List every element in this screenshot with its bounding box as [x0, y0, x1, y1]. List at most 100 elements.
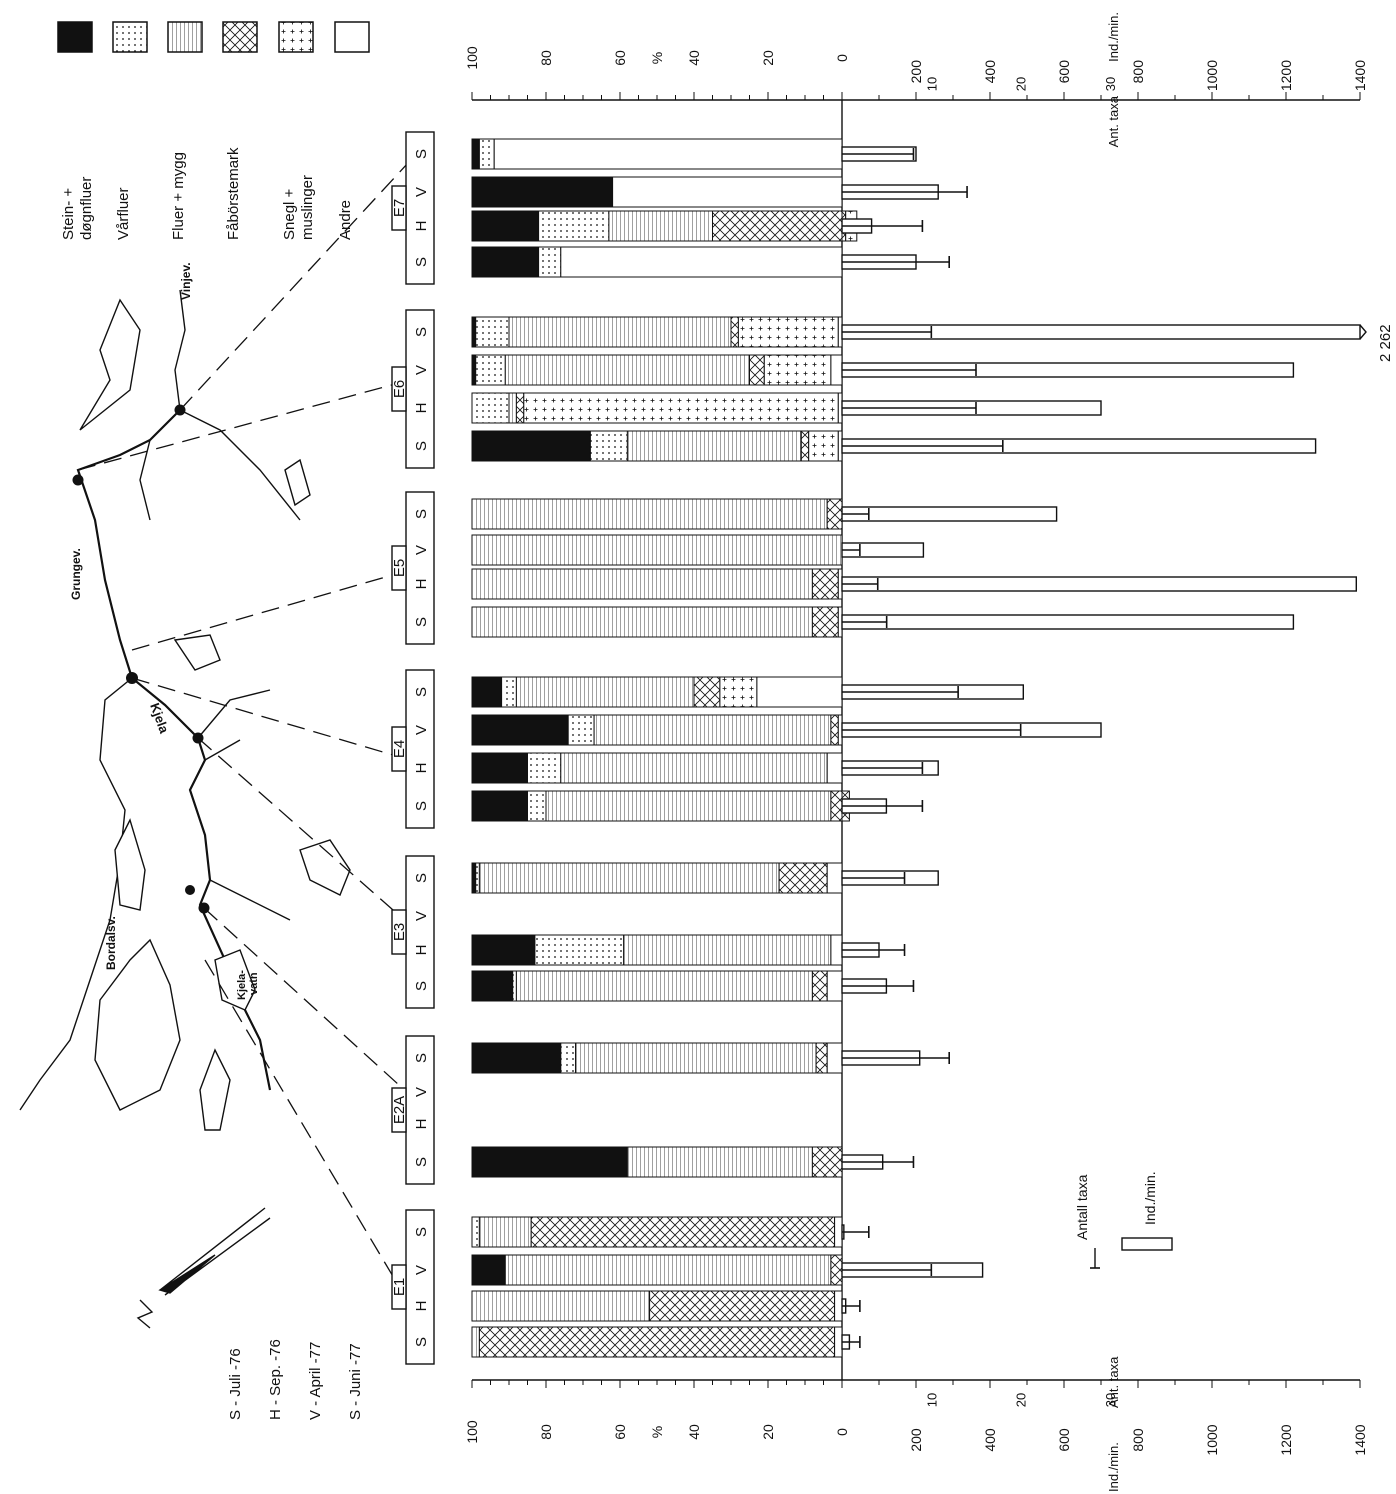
map-lake	[173, 634, 221, 671]
ind-bar	[841, 506, 1058, 522]
bar-segment	[612, 176, 843, 208]
bar-segment	[471, 316, 477, 348]
station-label: E1	[391, 1278, 408, 1296]
map-lake	[79, 298, 141, 431]
bar-segment	[523, 392, 839, 424]
bar-segment	[471, 934, 536, 966]
map-lake	[114, 818, 146, 911]
map-connector	[203, 907, 411, 1096]
bar-segment	[626, 1146, 813, 1178]
errkey-ind-label: Ind./min.	[1142, 1171, 1158, 1225]
bar-segment	[826, 970, 843, 1002]
bar-segment	[471, 430, 591, 462]
season-letter: S	[413, 687, 430, 697]
station-label: E7	[391, 199, 408, 217]
legend-swatch-fabor	[222, 21, 258, 53]
taxa-tick-label: 20	[1014, 77, 1029, 91]
bar-segment	[560, 1042, 577, 1074]
bar-segment	[471, 1290, 651, 1322]
season-letter: S	[413, 873, 430, 883]
bar-segment	[471, 1326, 480, 1358]
season-letter: V	[413, 365, 430, 375]
legend-swatch-andre	[334, 21, 370, 53]
pct-tick-label: 60	[612, 50, 628, 66]
legend-swatch-snegl	[278, 21, 314, 53]
map-label-vinjev: Vinjev.	[179, 262, 193, 300]
map-illustration: Vinjev. Grungev. Kjela Bordalsv. Kjela- …	[19, 149, 425, 1329]
station-label: E3	[391, 923, 408, 941]
map-label-kjela: Kjela	[147, 701, 172, 736]
season-letter: S	[413, 509, 430, 519]
bar-segment	[737, 316, 839, 348]
bar-segment	[560, 246, 843, 278]
pct-tick-label: 100	[464, 1420, 480, 1444]
season-letter: V	[413, 1087, 430, 1097]
station-label: E6	[391, 380, 408, 398]
map-lake	[284, 458, 311, 507]
station-season-box	[405, 855, 435, 1009]
season-letter: H	[413, 221, 430, 232]
bar-segment	[826, 498, 843, 530]
error-bar-key: Antall taxa Ind./min.	[1074, 1171, 1173, 1269]
bar-segment	[830, 714, 839, 746]
station-name-box	[391, 545, 407, 591]
bar-segment	[471, 246, 540, 278]
ind-tick-label: 1200	[1278, 60, 1294, 91]
map-label-grungev: Grungev.	[69, 548, 83, 600]
taxa-tick-label: 20	[1014, 1393, 1029, 1407]
map-lake	[299, 839, 351, 896]
map-connector	[131, 569, 411, 651]
bar-segment	[515, 970, 813, 1002]
pct-tick-label: 0	[834, 1428, 850, 1436]
bar-segment	[538, 210, 610, 242]
bar-segment	[471, 790, 528, 822]
season-letter: S	[413, 1227, 430, 1237]
ind-bar-break-label: 2 262	[1377, 324, 1394, 362]
bar-segment	[763, 354, 832, 386]
station-name-box	[391, 1087, 407, 1133]
legend-swatch-var	[112, 21, 148, 53]
pct-tick-label: 80	[538, 50, 554, 66]
season-letter: H	[413, 579, 430, 590]
bar-segment	[475, 316, 510, 348]
map-connector	[197, 737, 411, 926]
ind-bar-break	[1359, 324, 1367, 340]
ind-tick-label: 1000	[1204, 60, 1220, 91]
station-season-box	[405, 1209, 435, 1365]
bar-segment	[471, 752, 528, 784]
map-tributary	[19, 289, 301, 1111]
station-name-box	[391, 726, 407, 772]
legend: Stein- + døgnfluer Vårfluer Fluer + mygg Fåb…	[57, 21, 370, 240]
season-key-item: H - Sep. -76	[267, 1339, 284, 1420]
bar-segment	[756, 676, 843, 708]
bar-segment	[515, 392, 525, 424]
station-season-box	[405, 309, 435, 469]
season-letter: S	[413, 981, 430, 991]
station-season-box	[405, 1035, 435, 1185]
pct-axis-label: %	[649, 52, 665, 64]
bar-segment	[560, 752, 828, 784]
bar-segment	[575, 1042, 817, 1074]
bar-segment	[508, 392, 517, 424]
bar-segment	[530, 1216, 836, 1248]
season-letter: H	[413, 1301, 430, 1312]
season-letter: S	[413, 441, 430, 451]
bar-segment	[626, 430, 802, 462]
season-letter: H	[413, 763, 430, 774]
bar-segment	[504, 1254, 832, 1286]
season-letter: V	[413, 911, 430, 921]
legend-label-andre: Andre	[337, 200, 354, 240]
bar-segment	[471, 1042, 562, 1074]
ind-tick-label: 1000	[1204, 1424, 1220, 1455]
bar-segment	[589, 430, 628, 462]
bar-segment	[778, 862, 828, 894]
bar-segment	[478, 1326, 836, 1358]
pct-tick-label: 0	[834, 54, 850, 62]
taxa-tick-label: 10	[924, 77, 939, 91]
bar-segment	[730, 316, 739, 348]
season-letter: S	[413, 257, 430, 267]
bar-segment	[800, 430, 810, 462]
legend-swatch-stein	[57, 21, 93, 53]
ind-bar	[841, 614, 1295, 630]
